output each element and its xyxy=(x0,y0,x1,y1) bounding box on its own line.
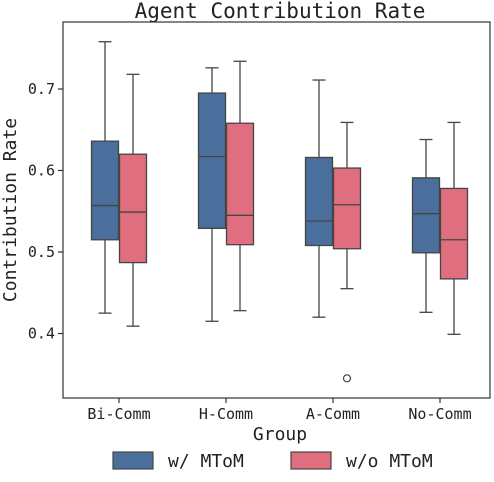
box-iqr xyxy=(92,141,119,240)
box-iqr xyxy=(199,93,226,228)
box-without-mtom-no-comm xyxy=(441,122,468,334)
x-axis-label: Group xyxy=(253,424,307,445)
y-tick-label: 0.4 xyxy=(28,325,55,343)
box-iqr xyxy=(334,168,361,249)
x-tick-label: H-Comm xyxy=(199,405,253,423)
box-series xyxy=(92,42,468,382)
outlier-point xyxy=(344,375,351,382)
y-axis-label: Contribution Rate xyxy=(0,118,21,302)
y-tick-label: 0.7 xyxy=(28,80,55,98)
box-with-mtom-bi-comm xyxy=(92,42,119,313)
box-iqr xyxy=(227,123,254,244)
box-iqr xyxy=(413,178,440,253)
y-axis-ticks: 0.4 0.5 0.6 0.7 xyxy=(28,80,63,343)
legend-swatch xyxy=(291,452,331,469)
legend-label: w/ MToM xyxy=(168,451,244,472)
box-without-mtom-bi-comm xyxy=(120,74,147,326)
legend-label: w/o MToM xyxy=(346,451,433,472)
box-without-mtom-h-comm xyxy=(227,61,254,310)
x-axis-ticks: Bi-Comm H-Comm A-Comm No-Comm xyxy=(87,398,471,423)
box-with-mtom-h-comm xyxy=(199,68,226,321)
legend: w/ MToM w/o MToM xyxy=(113,451,433,472)
y-tick-label: 0.5 xyxy=(28,243,55,261)
box-with-mtom-no-comm xyxy=(413,140,440,313)
chart-title: Agent Contribution Rate xyxy=(135,0,426,23)
x-tick-label: No-Comm xyxy=(408,405,471,423)
x-tick-label: Bi-Comm xyxy=(87,405,150,423)
box-iqr xyxy=(306,157,333,245)
box-without-mtom-a-comm xyxy=(334,122,361,381)
box-with-mtom-a-comm xyxy=(306,80,333,317)
box-iqr xyxy=(120,154,147,262)
legend-swatch xyxy=(113,452,153,469)
x-tick-label: A-Comm xyxy=(306,405,360,423)
box-iqr xyxy=(441,188,468,278)
y-tick-label: 0.6 xyxy=(28,162,55,180)
